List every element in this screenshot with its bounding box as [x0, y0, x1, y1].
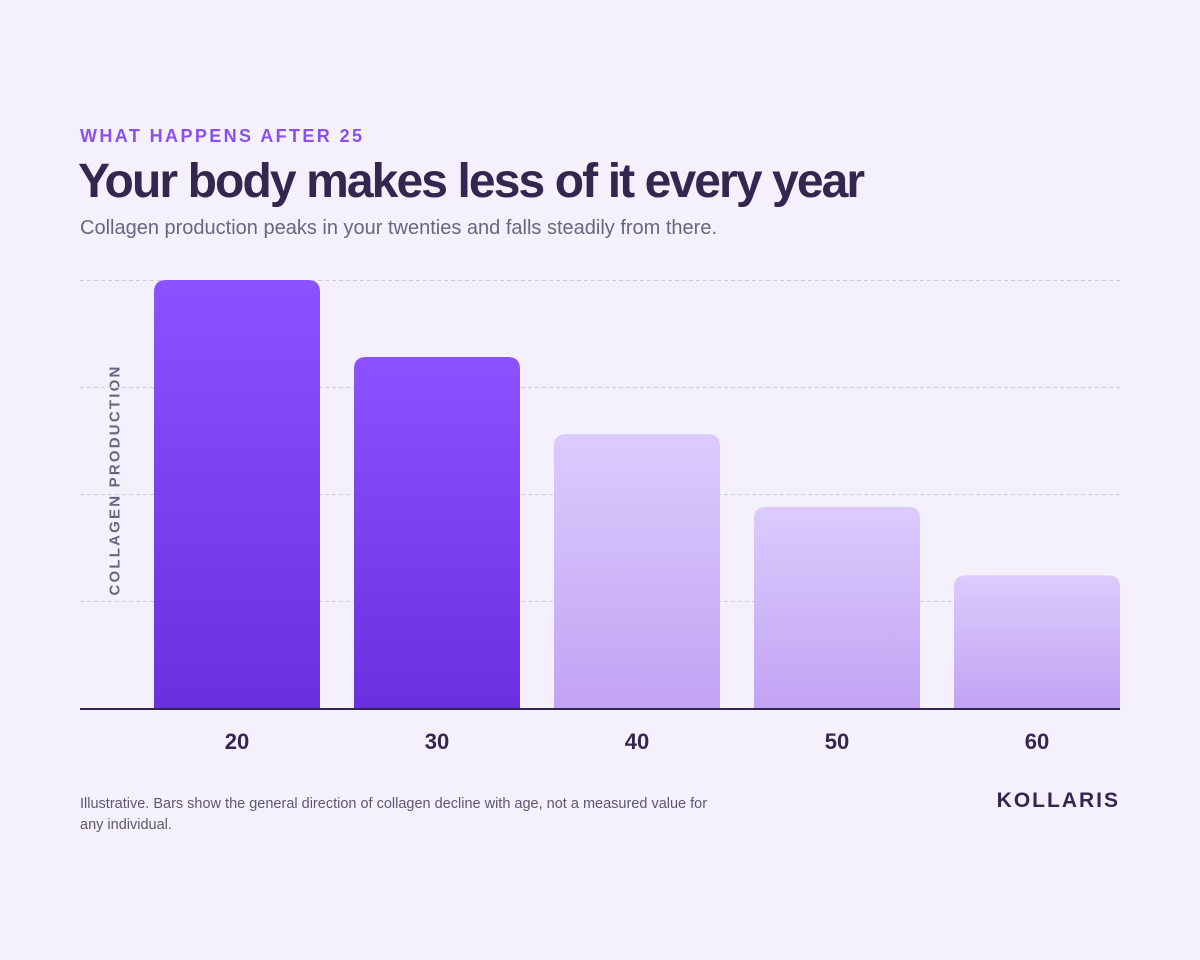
chart-eyebrow: WHAT HAPPENS AFTER 25 — [80, 126, 365, 146]
x-tick-labels: 20 30 40 50 60 — [225, 729, 1049, 754]
x-tick-label: 50 — [825, 729, 849, 754]
chart-title: Your body makes less of it every year — [78, 155, 865, 208]
bar-age-40 — [554, 434, 720, 708]
x-tick-label: 40 — [625, 729, 649, 754]
x-tick-label: 30 — [425, 729, 449, 754]
chart-subtitle: Collagen production peaks in your twenti… — [80, 217, 718, 239]
bar-age-60 — [954, 575, 1120, 708]
x-tick-label: 20 — [225, 729, 249, 754]
brand-logo: KOLLARIS — [996, 789, 1120, 812]
bar-age-20 — [154, 280, 320, 708]
bar-age-30 — [354, 357, 520, 708]
footnote: Illustrative. Bars show the general dire… — [80, 796, 708, 833]
bar-age-50 — [754, 506, 920, 708]
bars — [154, 280, 1120, 708]
x-tick-label: 60 — [1025, 729, 1049, 754]
